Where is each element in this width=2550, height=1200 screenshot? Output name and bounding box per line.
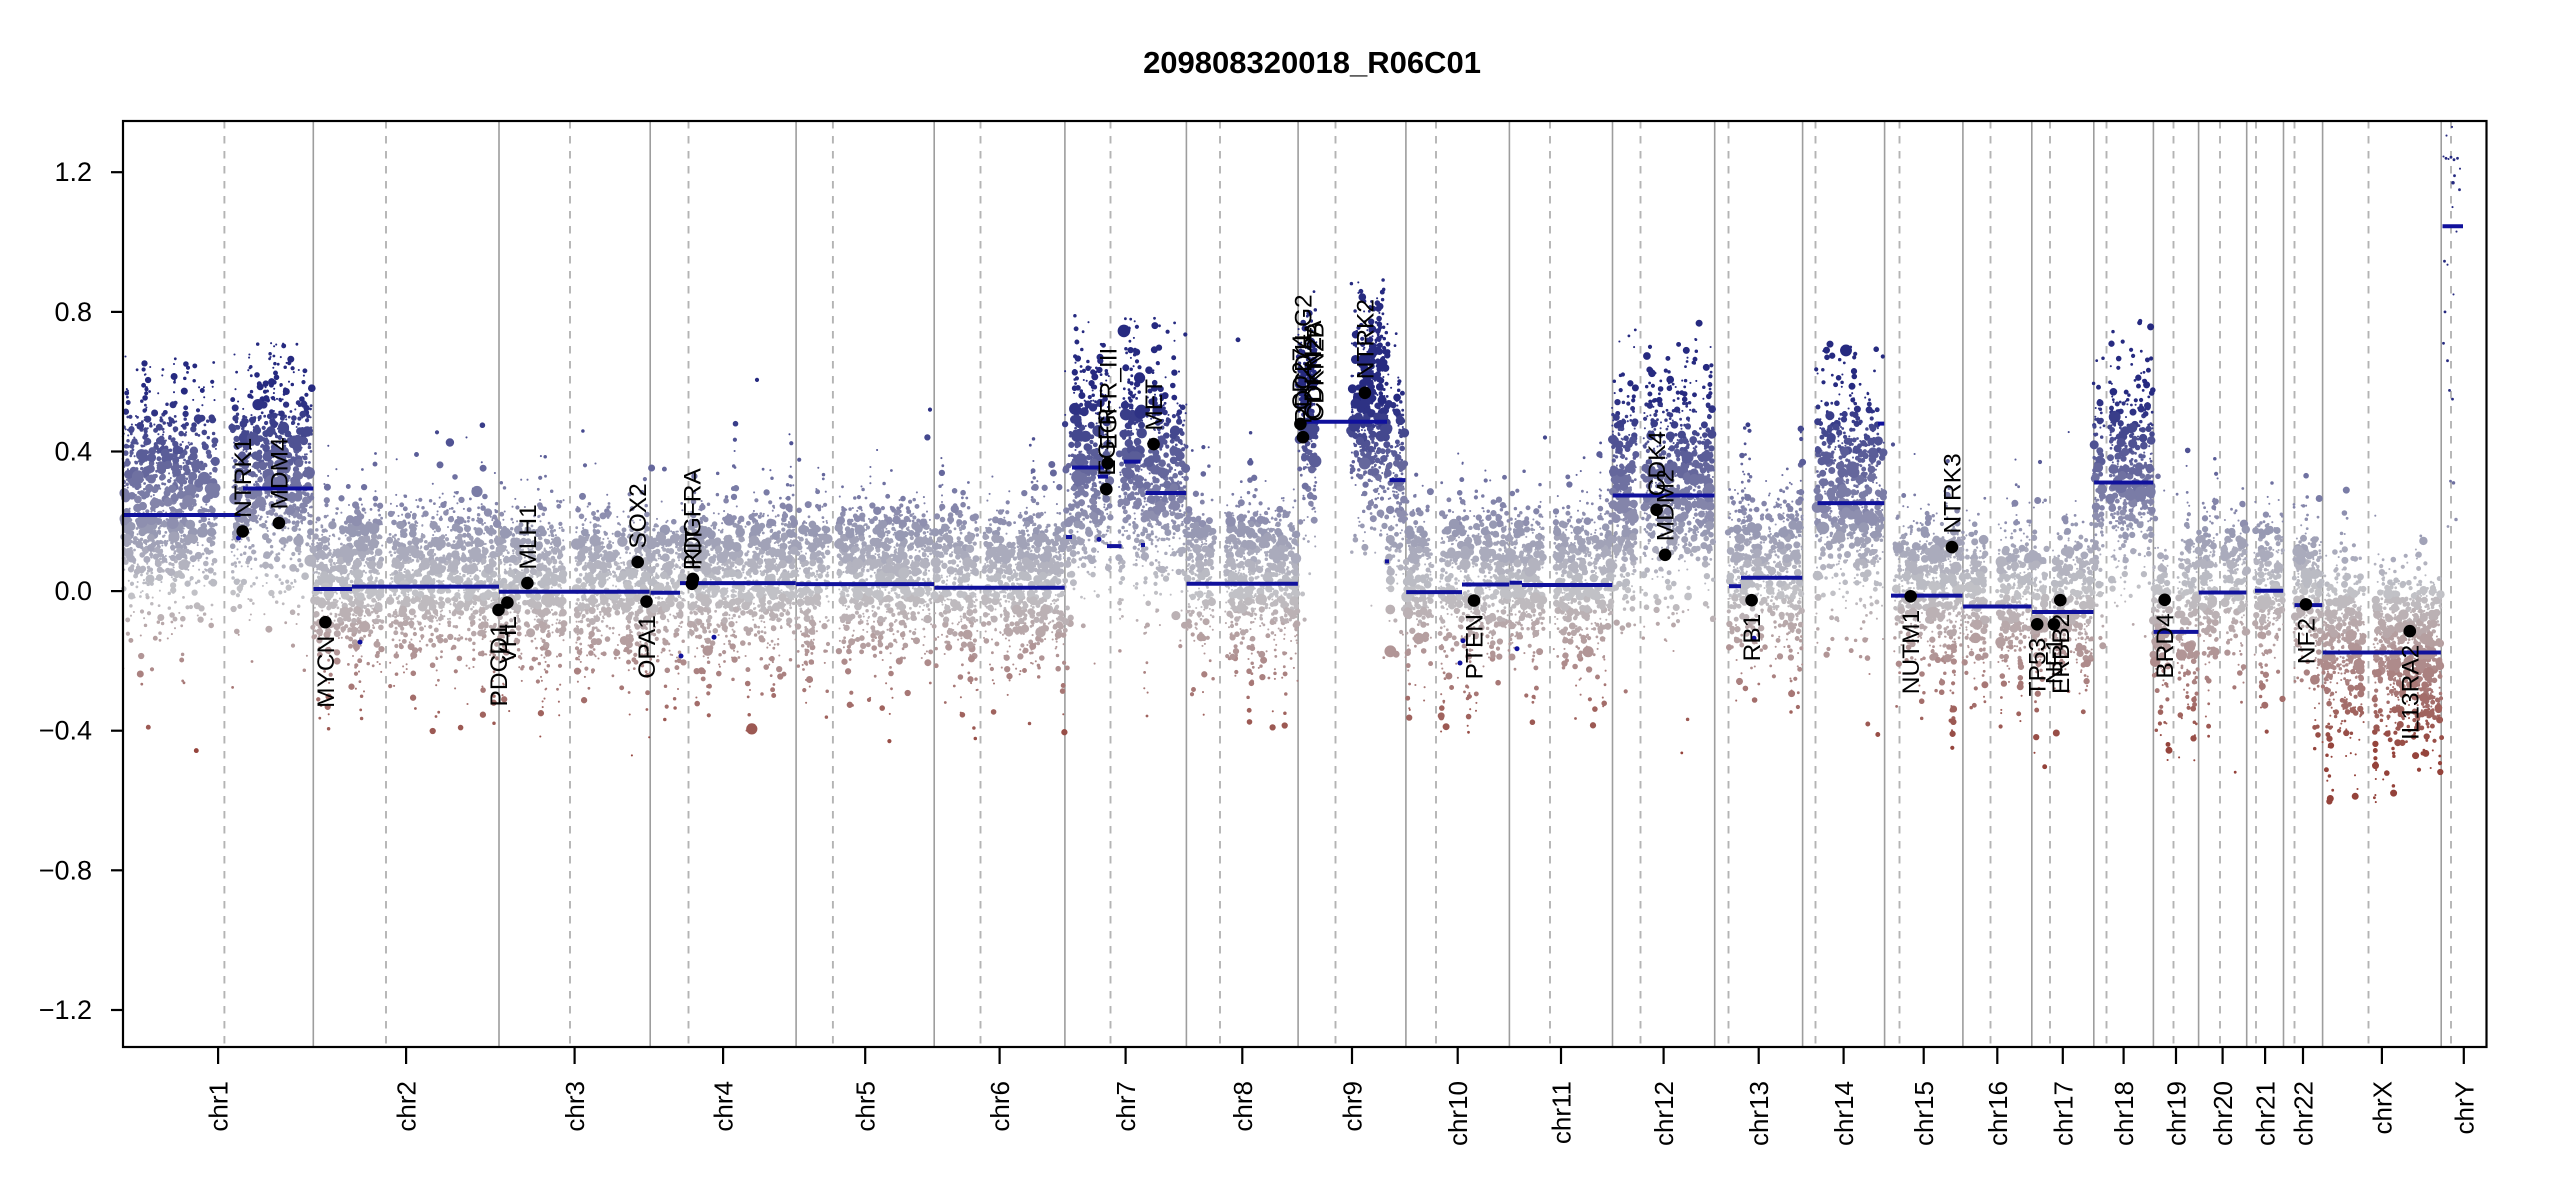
svg-text:ERBB2: ERBB2 — [2048, 614, 2075, 694]
svg-text:chr13: chr13 — [1744, 1081, 1774, 1146]
svg-text:PDGFRA: PDGFRA — [679, 468, 706, 571]
svg-text:chr21: chr21 — [2251, 1081, 2281, 1146]
svg-text:chr4: chr4 — [709, 1081, 739, 1132]
svg-text:NF2: NF2 — [2293, 618, 2320, 664]
svg-text:PDCD1: PDCD1 — [486, 623, 513, 706]
svg-text:chr7: chr7 — [1111, 1081, 1141, 1132]
svg-text:chr10: chr10 — [1443, 1081, 1473, 1146]
svg-text:OPA1: OPA1 — [634, 615, 661, 679]
svg-text:VHL: VHL — [495, 616, 522, 664]
svg-text:chr22: chr22 — [2289, 1081, 2319, 1146]
svg-text:chr14: chr14 — [1829, 1081, 1859, 1146]
svg-text:CDK4: CDK4 — [1644, 431, 1671, 496]
svg-text:chr3: chr3 — [560, 1081, 590, 1132]
svg-text:1.2: 1.2 — [54, 157, 92, 187]
svg-text:−1.2: −1.2 — [39, 995, 92, 1025]
svg-text:KIT: KIT — [680, 527, 707, 565]
svg-text:0.8: 0.8 — [54, 297, 92, 327]
svg-text:IL13RA2: IL13RA2 — [2397, 645, 2424, 740]
svg-text:chr9: chr9 — [1338, 1081, 1368, 1132]
svg-text:PTEN: PTEN — [1462, 614, 1489, 679]
svg-text:NTRK2: NTRK2 — [1352, 299, 1379, 379]
svg-text:MLH1: MLH1 — [515, 504, 542, 569]
svg-text:chrX: chrX — [2367, 1081, 2397, 1134]
svg-text:0.0: 0.0 — [54, 576, 92, 606]
svg-text:chr1: chr1 — [204, 1081, 234, 1132]
svg-text:MDM2: MDM2 — [1653, 469, 1680, 541]
svg-text:NUTM1: NUTM1 — [1898, 610, 1925, 694]
svg-text:EGFR_III: EGFR_III — [1095, 348, 1122, 450]
svg-text:chr15: chr15 — [1909, 1081, 1939, 1146]
svg-text:209808320018_R06C01: 209808320018_R06C01 — [1143, 45, 1481, 80]
svg-text:NTRK1: NTRK1 — [230, 438, 257, 518]
svg-text:chr16: chr16 — [1983, 1081, 2013, 1146]
svg-text:PDCD1LG2: PDCD1LG2 — [1291, 294, 1318, 423]
svg-text:MET: MET — [1141, 379, 1168, 431]
svg-text:NTRK3: NTRK3 — [1939, 453, 1966, 533]
svg-text:chr11: chr11 — [1547, 1081, 1577, 1144]
svg-text:RB1: RB1 — [1739, 614, 1766, 662]
svg-text:chr19: chr19 — [2162, 1081, 2192, 1146]
svg-text:NF1: NF1 — [2041, 638, 2068, 684]
svg-text:chr5: chr5 — [851, 1081, 881, 1132]
svg-text:CD274: CD274 — [1288, 334, 1315, 410]
svg-text:chr12: chr12 — [1649, 1081, 1679, 1146]
svg-text:TP53: TP53 — [2025, 638, 2052, 697]
svg-text:BRD4: BRD4 — [2152, 613, 2179, 678]
svg-text:chr2: chr2 — [392, 1081, 422, 1132]
svg-text:0.4: 0.4 — [54, 437, 92, 467]
svg-text:CDKN2B: CDKN2B — [1303, 322, 1330, 421]
svg-text:chr18: chr18 — [2109, 1081, 2139, 1146]
svg-text:MYCN: MYCN — [313, 636, 340, 708]
svg-text:MDM4: MDM4 — [266, 437, 293, 509]
svg-text:SOX2: SOX2 — [625, 483, 652, 548]
svg-text:chr6: chr6 — [985, 1081, 1015, 1132]
svg-text:CDKN2A: CDKN2A — [1300, 320, 1327, 420]
svg-text:chr20: chr20 — [2208, 1081, 2238, 1146]
svg-text:EGFR: EGFR — [1094, 408, 1121, 476]
svg-text:chrY: chrY — [2449, 1081, 2479, 1134]
svg-text:−0.8: −0.8 — [39, 855, 92, 885]
svg-text:chr17: chr17 — [2048, 1081, 2078, 1146]
svg-text:chr8: chr8 — [1228, 1081, 1258, 1132]
svg-text:−0.4: −0.4 — [39, 716, 92, 746]
